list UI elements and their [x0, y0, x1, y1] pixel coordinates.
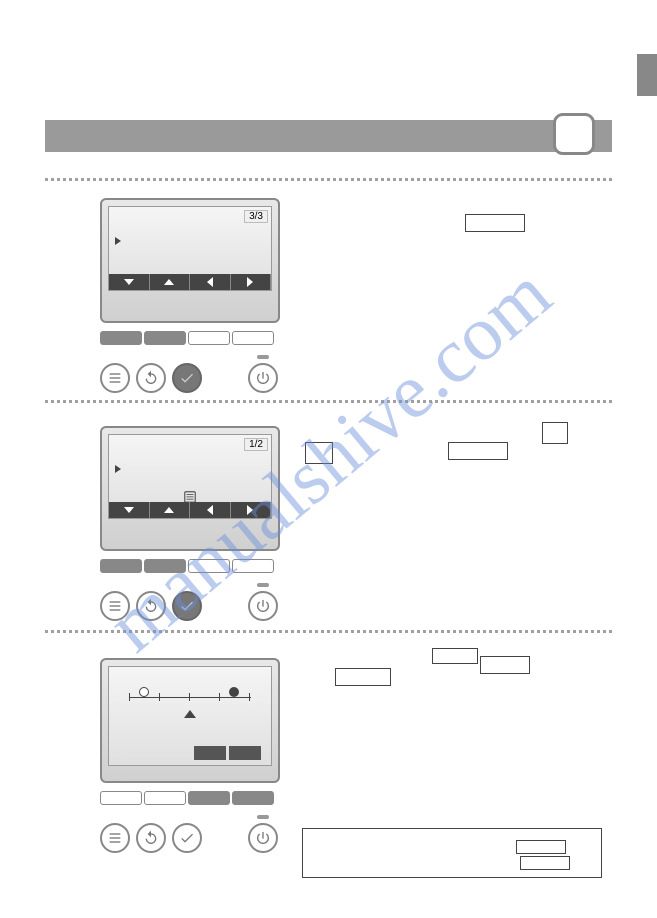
- chart-point-open: [139, 687, 149, 697]
- confirm-button[interactable]: [172, 363, 202, 393]
- label-box: [448, 442, 508, 460]
- page-indicator: 3/3: [244, 210, 268, 223]
- chart-tick: [159, 693, 160, 701]
- soft-button-row: [100, 791, 280, 805]
- power-button[interactable]: [248, 823, 278, 853]
- divider: [45, 178, 612, 181]
- back-button[interactable]: [136, 591, 166, 621]
- inner-buttons: [194, 746, 261, 760]
- chart-point-filled: [229, 687, 239, 697]
- inner-button-1[interactable]: [194, 746, 226, 760]
- chart-tick: [219, 693, 220, 701]
- label-box: [516, 840, 566, 854]
- menu-button[interactable]: [100, 591, 130, 621]
- round-button-row: [100, 823, 280, 853]
- nav-left-button[interactable]: [190, 502, 231, 518]
- soft-button-1[interactable]: [100, 791, 142, 805]
- soft-button-row: [100, 559, 280, 573]
- label-box: [480, 656, 530, 674]
- section-3: [100, 658, 280, 853]
- screen-inner: 1/2: [108, 434, 272, 519]
- soft-button-4[interactable]: [232, 791, 274, 805]
- back-button[interactable]: [136, 363, 166, 393]
- screen-inner: 3/3: [108, 206, 272, 291]
- label-box: [305, 442, 333, 464]
- nav-left-button[interactable]: [190, 274, 231, 290]
- confirm-button[interactable]: [172, 591, 202, 621]
- section-2: 1/2: [100, 426, 280, 621]
- chart-tick: [189, 693, 190, 701]
- nav-right-button[interactable]: [231, 502, 272, 518]
- label-box: [432, 648, 478, 664]
- divider: [45, 400, 612, 403]
- divider: [45, 630, 612, 633]
- round-button-row: [100, 591, 280, 621]
- device-screen: 1/2: [100, 426, 280, 551]
- soft-button-1[interactable]: [100, 559, 142, 573]
- nav-down-button[interactable]: [109, 274, 150, 290]
- soft-button-2[interactable]: [144, 559, 186, 573]
- soft-button-1[interactable]: [100, 331, 142, 345]
- nav-up-button[interactable]: [150, 502, 191, 518]
- device-screen: 3/3: [100, 198, 280, 323]
- power-led: [257, 815, 269, 819]
- cursor-icon: [115, 465, 121, 473]
- label-box: [335, 668, 391, 686]
- menu-button[interactable]: [100, 363, 130, 393]
- menu-button[interactable]: [100, 823, 130, 853]
- power-button[interactable]: [248, 591, 278, 621]
- power-group: [248, 363, 278, 393]
- nav-strip: [109, 274, 271, 290]
- page-indicator: 1/2: [244, 438, 268, 451]
- label-box: [465, 214, 525, 232]
- timeline-chart: [119, 682, 261, 732]
- label-box: [542, 422, 568, 444]
- power-led: [257, 583, 269, 587]
- power-led: [257, 355, 269, 359]
- chart-axis: [129, 697, 251, 698]
- soft-button-4[interactable]: [232, 559, 274, 573]
- power-button[interactable]: [248, 363, 278, 393]
- soft-button-2[interactable]: [144, 791, 186, 805]
- nav-right-button[interactable]: [231, 274, 272, 290]
- nav-down-button[interactable]: [109, 502, 150, 518]
- cursor-icon: [115, 237, 121, 245]
- soft-button-3[interactable]: [188, 331, 230, 345]
- confirm-button[interactable]: [172, 823, 202, 853]
- section-1: 3/3: [100, 198, 280, 393]
- nav-up-button[interactable]: [150, 274, 191, 290]
- soft-button-3[interactable]: [188, 559, 230, 573]
- side-tab: [637, 54, 657, 96]
- header-bar: [45, 120, 612, 152]
- device-screen: [100, 658, 280, 783]
- soft-button-2[interactable]: [144, 331, 186, 345]
- soft-button-row: [100, 331, 280, 345]
- round-button-row: [100, 363, 280, 393]
- chart-marker: [184, 710, 196, 718]
- screen-inner: [108, 666, 272, 766]
- nav-strip: [109, 502, 271, 518]
- soft-button-3[interactable]: [188, 791, 230, 805]
- chart-tick: [129, 693, 130, 701]
- label-box: [520, 856, 570, 870]
- back-button[interactable]: [136, 823, 166, 853]
- power-group: [248, 591, 278, 621]
- header-box: [553, 113, 595, 155]
- power-group: [248, 823, 278, 853]
- chart-tick: [249, 693, 250, 701]
- inner-button-2[interactable]: [229, 746, 261, 760]
- soft-button-4[interactable]: [232, 331, 274, 345]
